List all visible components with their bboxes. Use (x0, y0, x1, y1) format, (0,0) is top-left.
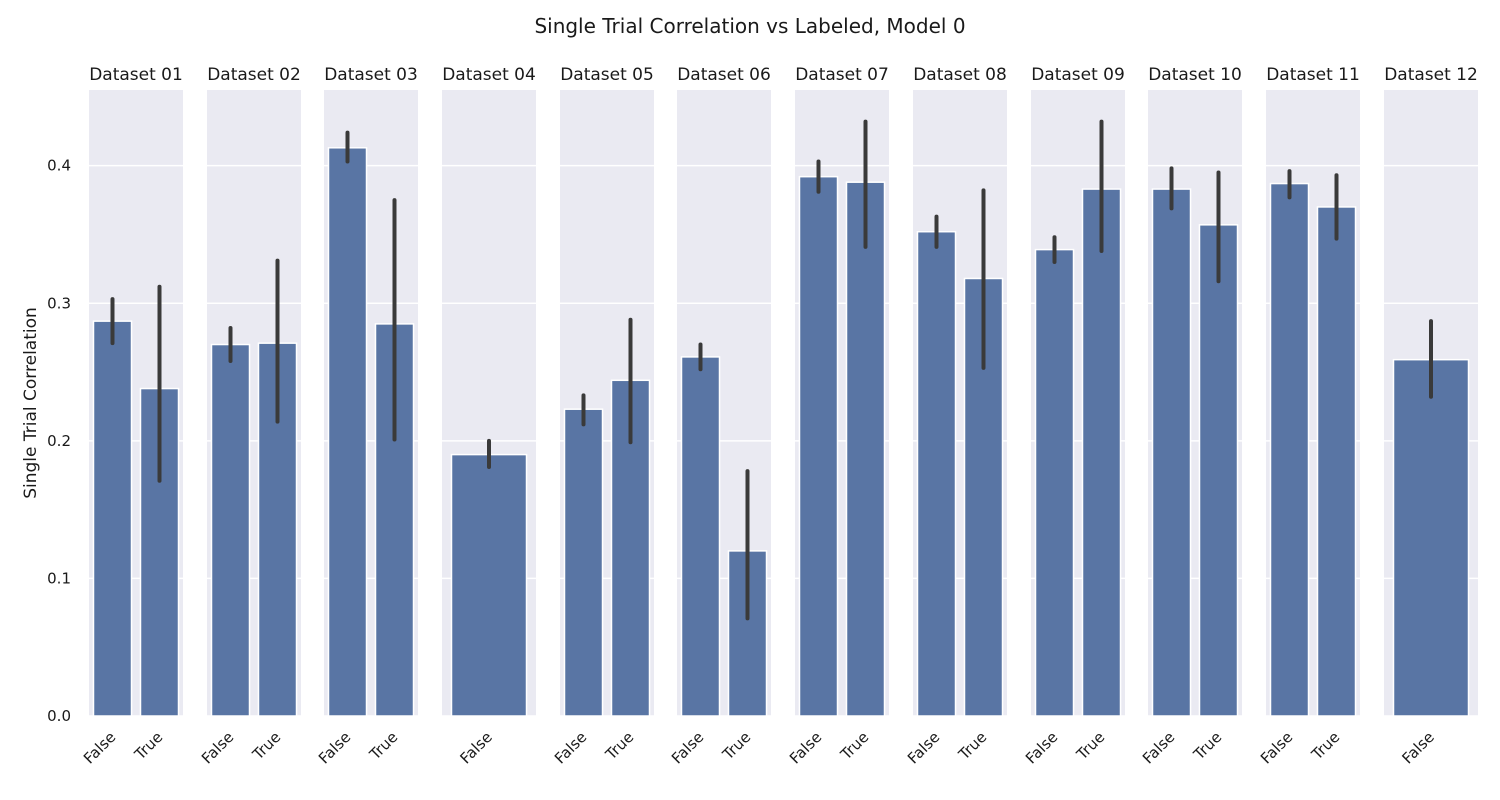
bar (1081, 188, 1122, 717)
x-tick-label: True (1072, 728, 1108, 764)
x-tick-label: True (718, 728, 754, 764)
panel-title: Dataset 10 (1148, 65, 1242, 85)
bar (1151, 188, 1192, 717)
y-tick-labels: 0.0 0.1 0.2 0.3 0.4 (47, 157, 71, 725)
facet-panel: Dataset 06 False True (668, 65, 771, 767)
facet-panel: Dataset 04 False (442, 65, 536, 767)
bar (1316, 206, 1357, 717)
x-tick-label: False (551, 728, 590, 767)
bar (563, 408, 604, 717)
facet-panel: Dataset 07 False True (786, 65, 889, 767)
panel-title: Dataset 03 (324, 65, 418, 85)
y-axis-label: Single Trial Correlation (21, 307, 41, 499)
x-tick-label: True (836, 728, 872, 764)
x-tick-label: True (248, 728, 284, 764)
x-tick-label: False (315, 728, 354, 767)
x-tick-label: True (130, 728, 166, 764)
facet-panel: Dataset 12 False (1384, 65, 1478, 767)
bar (92, 320, 133, 717)
x-tick-label: False (1257, 728, 1296, 767)
chart-title: Single Trial Correlation vs Labeled, Mod… (534, 14, 965, 38)
x-tick-label: True (601, 728, 637, 764)
x-tick-label: False (786, 728, 825, 767)
panel-title: Dataset 12 (1384, 65, 1478, 85)
facet-panel: Dataset 03 False True (315, 65, 418, 767)
panel-title: Dataset 07 (795, 65, 889, 85)
panel-title: Dataset 02 (207, 65, 301, 85)
bar (680, 356, 721, 717)
y-tick-label: 0.2 (47, 432, 71, 450)
x-tick-label: False (904, 728, 943, 767)
x-tick-label: False (80, 728, 119, 767)
x-tick-label: False (1139, 728, 1178, 767)
facet-panel: Dataset 09 False True (1022, 65, 1125, 767)
x-tick-label: False (1398, 728, 1437, 767)
x-tick-label: False (1022, 728, 1061, 767)
bar (450, 453, 528, 717)
panel-title: Dataset 01 (89, 65, 183, 85)
x-tick-label: False (668, 728, 707, 767)
bar (916, 230, 957, 717)
bar (210, 343, 251, 717)
y-tick-label: 0.0 (47, 707, 71, 725)
bar (1392, 358, 1470, 717)
panel-title: Dataset 09 (1031, 65, 1125, 85)
x-tick-label: True (365, 728, 401, 764)
bar (798, 175, 839, 717)
x-tick-label: True (1307, 728, 1343, 764)
panel-title: Dataset 11 (1266, 65, 1360, 85)
facet-panel: Dataset 11 False True (1257, 65, 1360, 767)
x-tick-label: False (456, 728, 495, 767)
facet-panel: Dataset 05 False True (551, 65, 654, 767)
x-tick-label: True (1189, 728, 1225, 764)
x-tick-label: True (954, 728, 990, 764)
panel-title: Dataset 05 (560, 65, 654, 85)
facet-panel: Dataset 08 False True (904, 65, 1007, 767)
x-tick-label: False (198, 728, 237, 767)
y-tick-label: 0.3 (47, 294, 71, 312)
panel-title: Dataset 08 (913, 65, 1007, 85)
y-tick-label: 0.1 (47, 569, 71, 587)
bar (1034, 248, 1075, 717)
y-tick-label: 0.4 (47, 157, 71, 175)
facet-panel: Dataset 01 False True (80, 65, 183, 767)
facet-panel: Dataset 02 False True (198, 65, 301, 767)
bar (845, 181, 886, 717)
bar (1198, 224, 1239, 717)
bar (1269, 182, 1310, 717)
panel-title: Dataset 04 (442, 65, 536, 85)
facet-panel: Dataset 10 False True (1139, 65, 1242, 767)
panel-title: Dataset 06 (677, 65, 771, 85)
bar (327, 147, 368, 717)
